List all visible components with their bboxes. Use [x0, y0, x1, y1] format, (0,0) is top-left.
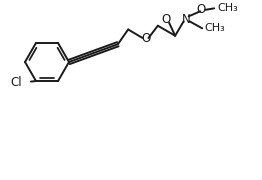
Text: O: O — [162, 13, 171, 26]
Text: O: O — [141, 32, 150, 46]
Text: CH₃: CH₃ — [217, 3, 238, 13]
Text: O: O — [196, 3, 206, 16]
Text: Cl: Cl — [10, 76, 22, 89]
Text: N: N — [182, 13, 191, 26]
Text: CH₃: CH₃ — [204, 23, 225, 33]
